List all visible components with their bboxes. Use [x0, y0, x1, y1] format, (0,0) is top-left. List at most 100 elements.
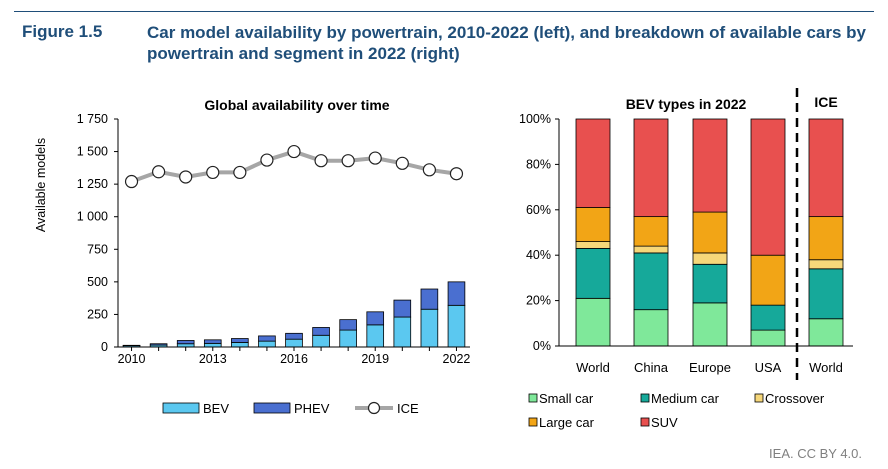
bar-segment-large-car: [633, 216, 669, 247]
bar-segment-suv: [633, 118, 669, 218]
figure-number: Figure 1.5: [22, 22, 103, 41]
bev-bar: [312, 334, 330, 348]
legend-swatch-crossover: [754, 393, 764, 403]
right-ice-title: ICE: [814, 94, 837, 110]
left-x-tick-label: 2013: [199, 352, 227, 366]
right-x-tick-label: World: [809, 360, 843, 375]
legend-label-small-car: Small car: [539, 391, 594, 406]
bev-bar: [258, 340, 276, 348]
ice-point: [368, 151, 382, 165]
bar-segment-suv: [692, 118, 728, 213]
bar-segment-medium-car: [633, 252, 669, 311]
right-y-tick-label: 80%: [526, 157, 551, 171]
right-bars: [575, 118, 844, 347]
bar-segment-crossover: [692, 252, 728, 265]
legend-marker-ice: [367, 401, 381, 415]
right-y-tick-labels: 0% 20% 40% 60% 80% 100%: [519, 112, 551, 353]
legend-swatch-medium-car: [640, 393, 650, 403]
bar-segment-medium-car: [808, 268, 844, 320]
phev-bar: [420, 288, 439, 310]
bar-segment-small-car: [575, 297, 611, 347]
bar-segment-large-car: [575, 207, 611, 242]
legend-swatch-phev: [253, 402, 291, 414]
left-y-tick-label: 0: [101, 340, 108, 354]
bev-bar: [339, 329, 357, 348]
bev-bar: [231, 342, 249, 348]
phev-bar: [312, 327, 330, 336]
left-y-tick-label: 1 750: [77, 112, 108, 126]
left-legend: BEV PHEV ICE: [162, 401, 419, 416]
right-legend: Small car Medium car Crossover Large car SUV: [528, 391, 825, 430]
legend-label-crossover: Crossover: [765, 391, 825, 406]
bar-segment-small-car: [692, 302, 728, 347]
bar-segment-crossover: [633, 245, 669, 254]
right-y-tick-label: 40%: [526, 248, 551, 262]
left-x-tick-label: 2019: [361, 352, 389, 366]
credit-text: IEA. CC BY 4.0.: [769, 446, 862, 461]
bar-segment-suv: [575, 118, 611, 208]
bev-bar: [447, 304, 466, 348]
left-x-tick-label: 2010: [118, 352, 146, 366]
ice-point: [124, 174, 139, 189]
right-y-tick-label: 60%: [526, 203, 551, 217]
ice-point: [152, 165, 166, 179]
left-y-tick-label: 750: [87, 242, 108, 256]
bev-bar: [366, 324, 385, 348]
ice-point: [206, 165, 220, 180]
bev-bar: [203, 342, 222, 348]
ice-point: [341, 154, 355, 168]
ice-point: [287, 144, 301, 159]
legend-swatch-large-car: [528, 417, 538, 427]
left-y-tick-label: 500: [87, 275, 108, 289]
phev-bar: [447, 281, 466, 306]
right-x-tick-label: World: [576, 360, 610, 375]
bar-segment-small-car: [750, 329, 786, 347]
legend-label-phev: PHEV: [294, 401, 330, 416]
left-y-axis-label: Available models: [34, 138, 48, 232]
right-x-tick-label: China: [634, 360, 669, 375]
right-x-tick-labels: World China Europe USA World: [576, 360, 843, 375]
left-y-tick-labels: 0 250 500 750 1 000 1 250 1 500 1 750: [77, 112, 108, 354]
left-x-tick-label: 2022: [443, 352, 471, 366]
ice-point: [179, 170, 193, 184]
left-y-tick-label: 1 250: [77, 177, 108, 191]
left-bars: [122, 281, 466, 348]
right-y-tick-label: 20%: [526, 294, 551, 308]
ice-point: [260, 153, 274, 167]
top-rule: [14, 11, 874, 12]
bar-segment-crossover: [575, 241, 611, 249]
legend-swatch-suv: [640, 417, 650, 427]
right-y-tick-label: 100%: [519, 112, 551, 126]
legend-label-medium-car: Medium car: [651, 391, 720, 406]
phev-bar: [176, 340, 195, 345]
bar-segment-large-car: [692, 211, 728, 254]
bar-segment-suv: [750, 118, 786, 256]
left-y-tick-label: 250: [87, 307, 108, 321]
bar-segment-small-car: [633, 309, 669, 347]
left-x-tick-label: 2016: [280, 352, 308, 366]
legend-label-ice: ICE: [397, 401, 419, 416]
bar-segment-large-car: [750, 254, 786, 306]
legend-swatch-small-car: [528, 393, 538, 403]
bar-segment-medium-car: [692, 263, 728, 304]
phev-bar: [366, 311, 385, 326]
legend-label-suv: SUV: [651, 415, 678, 430]
bar-segment-crossover: [808, 259, 844, 270]
bar-segment-medium-car: [575, 247, 611, 299]
bev-bar: [420, 308, 439, 348]
right-y-tick-label: 0%: [533, 339, 551, 353]
phev-bar: [285, 332, 303, 340]
bar-segment-small-car: [808, 318, 844, 347]
phev-bar: [203, 339, 222, 344]
phev-bar: [258, 335, 276, 342]
phev-bar: [339, 319, 357, 331]
phev-bar: [231, 338, 249, 343]
bar-segment-suv: [808, 118, 844, 218]
left-y-tick-label: 1 500: [77, 145, 108, 159]
bar-segment-medium-car: [750, 304, 786, 331]
ice-point: [395, 156, 409, 170]
legend-swatch-bev: [162, 402, 200, 414]
left-y-tick-label: 1 000: [77, 210, 108, 224]
legend-label-bev: BEV: [203, 401, 229, 416]
